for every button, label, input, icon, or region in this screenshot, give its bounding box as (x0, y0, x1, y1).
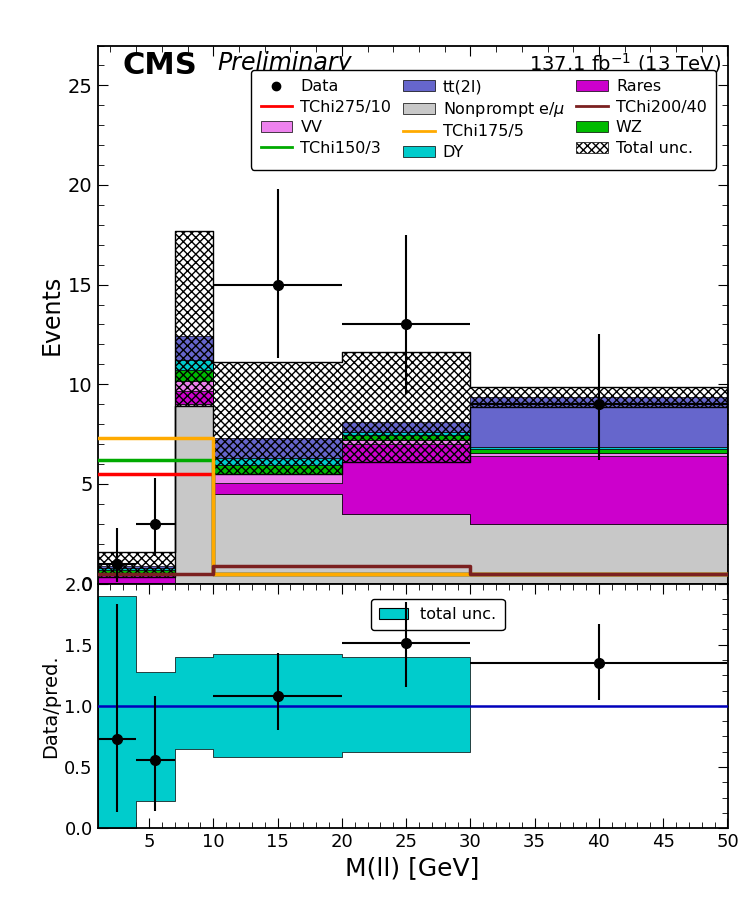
Text: CMS: CMS (123, 51, 197, 80)
Text: Preliminary: Preliminary (217, 51, 352, 75)
X-axis label: M(ll) [GeV]: M(ll) [GeV] (345, 856, 480, 881)
Legend: Data, TChi275/10, VV, TChi150/3, tt(2l), Nonprompt e/$\mu$, TChi175/5, DY, Rares: Data, TChi275/10, VV, TChi150/3, tt(2l),… (251, 70, 716, 169)
Y-axis label: Events: Events (40, 275, 64, 355)
Legend: total unc.: total unc. (371, 599, 505, 630)
Y-axis label: Data/pred.: Data/pred. (40, 654, 60, 758)
Text: 137.1 fb$^{-1}$ (13 TeV): 137.1 fb$^{-1}$ (13 TeV) (529, 51, 722, 75)
